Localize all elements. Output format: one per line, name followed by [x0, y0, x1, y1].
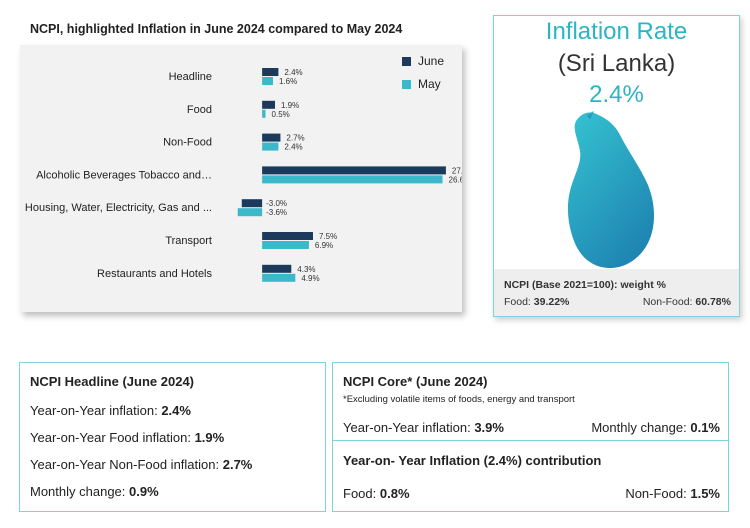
headline-nonfood-label: Year-on-Year Non-Food inflation: [30, 457, 220, 472]
core-monthly-value: 0.1% [690, 420, 720, 435]
bar-june [262, 133, 281, 142]
chart-title: NCPI, highlighted Inflation in June 2024… [30, 22, 403, 36]
contribution-nonfood-value: 1.5% [690, 486, 720, 501]
bar-june [241, 199, 263, 208]
contribution-box-title: Year-on- Year Inflation (2.4%) contribut… [343, 453, 602, 468]
bar-june [262, 68, 279, 76]
contribution-nonfood-label: Non-Food: [625, 486, 687, 501]
weight-food-label: Food: [504, 296, 531, 308]
weight-nonfood-value: 60.78% [695, 296, 731, 308]
core-box-title: NCPI Core* (June 2024) [343, 374, 488, 389]
contribution-nonfood: Non-Food: 1.5% [625, 486, 720, 501]
value-label-may: 2.4% [284, 143, 302, 152]
headline-yoy: Year-on-Year inflation: 2.4% [30, 403, 191, 418]
category-label: Housing, Water, Electricity, Gas and ... [25, 202, 212, 214]
headline-food-label: Year-on-Year Food inflation: [30, 430, 191, 445]
country-subtitle: (Sri Lanka) [557, 50, 676, 77]
contribution-food: Food: 0.8% [343, 486, 410, 501]
chart-panel: Headline 2.4% 1.6% Food 1.9% 0.5% Non-Food 2.7%… [20, 45, 462, 312]
contribution-food-value: 0.8% [379, 486, 410, 501]
core-note: *Excluding volatile items of foods, ener… [343, 394, 575, 405]
ncpi-headline-box: NCPI Headline (June 2024) Year-on-Year i… [19, 362, 326, 512]
bar-may [262, 77, 273, 85]
bar-may [237, 208, 263, 217]
category-label: Headline [169, 71, 212, 83]
weight-food-value: 39.22% [533, 296, 570, 308]
bar-june [262, 264, 292, 273]
sri-lanka-map-icon [567, 111, 654, 269]
inflation-rate-card: Inflation Rate (Sri Lanka) 2.4% NCPI (Ba… [493, 15, 740, 317]
value-label-may: 4.9% [301, 274, 319, 283]
contribution-box: Year-on- Year Inflation (2.4%) contribut… [332, 440, 729, 512]
value-label-june: -3.0% [266, 199, 287, 208]
bar-may [262, 175, 443, 184]
headline-monthly: Monthly change: 0.9% [30, 484, 159, 499]
bar-may [262, 142, 279, 151]
inflation-rate-title: Inflation Rate [545, 18, 688, 45]
legend-label-june: June [418, 54, 444, 68]
weight-box: NCPI (Base 2021=100): weight % Food: 39.… [494, 269, 739, 316]
contribution-food-label: Food: [343, 486, 377, 501]
value-label-june: 27.1% [452, 166, 462, 175]
value-label-june: 7.5% [319, 232, 337, 241]
headline-yoy-label: Year-on-Year inflation: [30, 403, 158, 418]
category-label: Food [187, 104, 212, 116]
core-monthly: Monthly change: 0.1% [591, 420, 720, 435]
headline-monthly-value: 0.9% [129, 484, 159, 499]
value-label-may: 26.6% [449, 175, 462, 184]
category-label: Alcoholic Beverages Tobacco and… [36, 169, 212, 181]
bar-may [262, 241, 309, 249]
headline-yoy-value: 2.4% [161, 403, 191, 418]
legend-label-may: May [418, 77, 441, 91]
bar-june [262, 166, 446, 175]
value-label-may: 1.6% [279, 77, 297, 86]
bar-june [262, 100, 276, 109]
headline-monthly-label: Monthly change: [30, 484, 126, 499]
legend-swatch-june [402, 57, 411, 66]
headline-box-title: NCPI Headline (June 2024) [30, 374, 194, 389]
value-label-may: 6.9% [315, 241, 333, 250]
value-label-june: 2.4% [284, 68, 302, 77]
core-yoy-value: 3.9% [474, 420, 504, 435]
core-yoy-label: Year-on-Year inflation: [343, 420, 471, 435]
headline-nonfood: Year-on-Year Non-Food inflation: 2.7% [30, 457, 252, 472]
legend-swatch-may [402, 80, 411, 89]
headline-nonfood-value: 2.7% [222, 457, 253, 472]
bar-chart: Headline 2.4%1.6%Food 1.9%0.5%Non-Food 2.7%… [25, 54, 462, 283]
category-label: Transport [165, 235, 212, 247]
value-label-may: -3.6% [266, 208, 287, 217]
core-yoy: Year-on-Year inflation: 3.9% [343, 420, 504, 435]
weight-nonfood-label: Non-Food: [642, 296, 693, 308]
category-label: Non-Food [163, 137, 212, 149]
weight-nonfood: Non-Food: 60.78% [643, 296, 731, 308]
bar-may [262, 109, 266, 118]
headline-food: Year-on-Year Food inflation: 1.9% [30, 430, 224, 445]
value-label-may: 0.5% [272, 110, 290, 119]
ncpi-core-box: NCPI Core* (June 2024) *Excluding volati… [332, 362, 729, 442]
bar-june [262, 232, 313, 240]
bar-may [262, 273, 296, 282]
weight-food: Food: 39.22% [504, 296, 569, 308]
value-label-june: 2.7% [286, 134, 304, 143]
value-label-june: 1.9% [281, 101, 299, 110]
category-label: Restaurants and Hotels [97, 268, 212, 280]
core-monthly-label: Monthly change: [591, 420, 687, 435]
inflation-rate-value: 2.4% [589, 81, 644, 108]
headline-food-value: 1.9% [194, 430, 225, 445]
value-label-june: 4.3% [297, 265, 315, 274]
weight-title: NCPI (Base 2021=100): weight % [504, 279, 666, 291]
